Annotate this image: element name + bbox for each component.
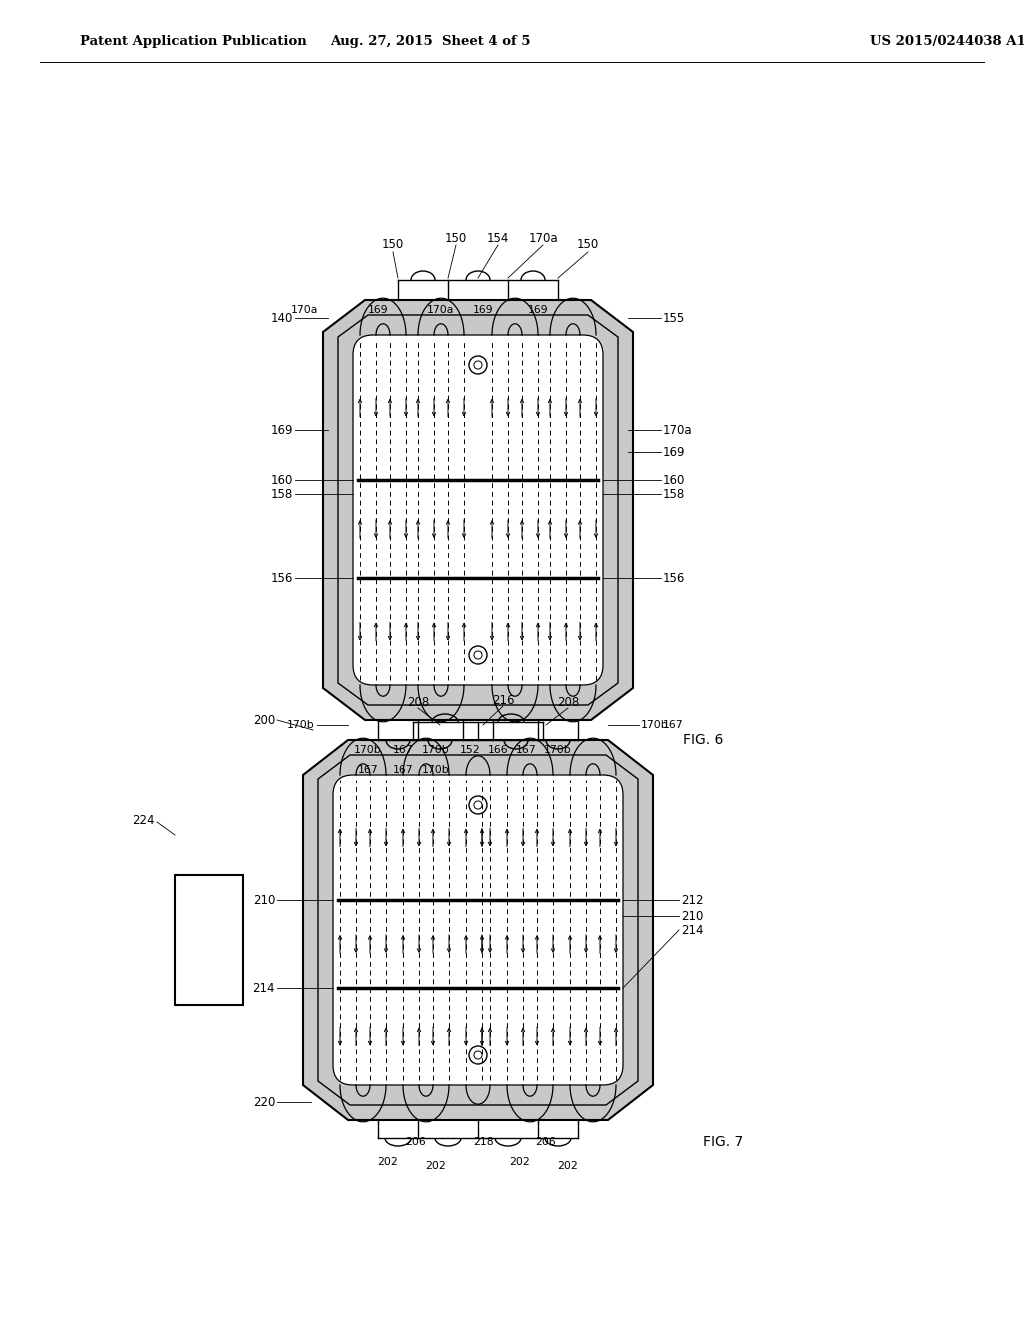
Text: 169: 169 <box>527 305 548 315</box>
Text: 158: 158 <box>663 487 685 500</box>
Text: 170b: 170b <box>422 766 450 775</box>
Text: 170a: 170a <box>528 231 558 244</box>
Polygon shape <box>303 741 653 1119</box>
Text: 206: 206 <box>406 1137 426 1147</box>
Text: 156: 156 <box>270 572 293 585</box>
Text: 150: 150 <box>577 239 599 252</box>
Text: 216: 216 <box>492 693 514 706</box>
Text: Patent Application Publication: Patent Application Publication <box>80 36 307 49</box>
Text: 170a: 170a <box>291 305 318 315</box>
Text: 170a: 170a <box>663 424 692 437</box>
Text: 169: 169 <box>663 446 685 458</box>
Text: 160: 160 <box>270 474 293 487</box>
Text: 167: 167 <box>663 719 684 730</box>
Text: 167: 167 <box>392 766 414 775</box>
Text: 150: 150 <box>382 239 404 252</box>
Text: 208: 208 <box>407 696 429 709</box>
Text: US 2015/0244038 A1: US 2015/0244038 A1 <box>870 36 1024 49</box>
FancyBboxPatch shape <box>333 775 623 1085</box>
Text: 212: 212 <box>681 894 703 907</box>
Text: 210: 210 <box>253 894 275 907</box>
Text: 210: 210 <box>681 909 703 923</box>
Text: 140: 140 <box>270 312 293 325</box>
Text: 155: 155 <box>663 312 685 325</box>
Text: 167: 167 <box>392 744 414 755</box>
Text: 202: 202 <box>426 1162 446 1171</box>
Text: 202: 202 <box>510 1158 530 1167</box>
Text: 170b: 170b <box>544 744 571 755</box>
Text: 169: 169 <box>473 305 494 315</box>
Text: 169: 169 <box>368 305 388 315</box>
Text: 150: 150 <box>444 231 467 244</box>
Text: FIG. 7: FIG. 7 <box>703 1135 743 1148</box>
Text: 158: 158 <box>270 487 293 500</box>
Text: 170b: 170b <box>288 719 315 730</box>
Text: 170b: 170b <box>354 744 382 755</box>
Text: 156: 156 <box>663 572 685 585</box>
Text: 218: 218 <box>473 1137 494 1147</box>
Bar <box>175 875 243 1005</box>
Polygon shape <box>338 315 618 705</box>
Text: FIG. 6: FIG. 6 <box>683 733 723 747</box>
Text: 214: 214 <box>253 982 275 994</box>
Text: 202: 202 <box>378 1158 398 1167</box>
Text: 154: 154 <box>486 231 509 244</box>
Text: 152: 152 <box>460 744 480 755</box>
Text: 170b: 170b <box>422 744 450 755</box>
Text: 224: 224 <box>132 813 155 826</box>
Text: 202: 202 <box>558 1162 579 1171</box>
Text: Aug. 27, 2015  Sheet 4 of 5: Aug. 27, 2015 Sheet 4 of 5 <box>330 36 530 49</box>
Text: 220: 220 <box>253 1096 275 1109</box>
Polygon shape <box>318 755 638 1105</box>
Text: 167: 167 <box>516 744 537 755</box>
FancyBboxPatch shape <box>353 335 603 685</box>
Text: 170a: 170a <box>426 305 454 315</box>
Text: 160: 160 <box>663 474 685 487</box>
Text: 200: 200 <box>253 714 275 726</box>
Text: 166: 166 <box>487 744 508 755</box>
Text: 167: 167 <box>357 766 378 775</box>
Text: 206: 206 <box>536 1137 556 1147</box>
Polygon shape <box>323 300 633 719</box>
Text: 208: 208 <box>557 696 580 709</box>
Text: 169: 169 <box>270 424 293 437</box>
Text: 170b: 170b <box>641 719 669 730</box>
Text: 214: 214 <box>681 924 703 936</box>
